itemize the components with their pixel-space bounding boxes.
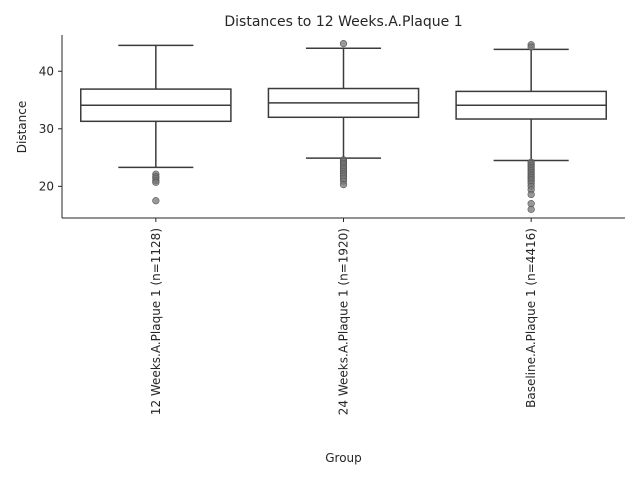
outlier-point <box>339 181 348 189</box>
plot-area <box>80 40 607 213</box>
outlier-point <box>339 40 348 48</box>
y-tick-label: 40 <box>39 64 54 78</box>
y-tick-label: 30 <box>39 122 54 136</box>
outlier-point <box>527 190 535 199</box>
y-axis-label: Distance <box>15 101 29 153</box>
y-tick-label: 20 <box>39 179 54 193</box>
outlier-point <box>152 197 160 205</box>
outlier-point <box>527 43 535 51</box>
x-axis-ticks: 12 Weeks.A.Plaque 1 (n=1128) 24 Weeks.A.P… <box>149 218 538 415</box>
outlier-point <box>527 205 535 213</box>
x-axis-label: Group <box>325 451 362 465</box>
box-group <box>80 44 232 205</box>
box-group <box>455 41 607 213</box>
x-tick-label: Baseline.A.Plaque 1 (n=4416) <box>524 228 538 408</box>
outlier-point <box>152 178 160 186</box>
chart-title: Distances to 12 Weeks.A.Plaque 1 <box>224 14 462 30</box>
x-tick-label: 24 Weeks.A.Plaque 1 (n=1920) <box>337 228 351 415</box>
x-tick-label: 12 Weeks.A.Plaque 1 (n=1128) <box>149 228 163 415</box>
y-axis-ticks: 20 30 40 <box>39 64 62 193</box>
box-group <box>267 40 420 189</box>
